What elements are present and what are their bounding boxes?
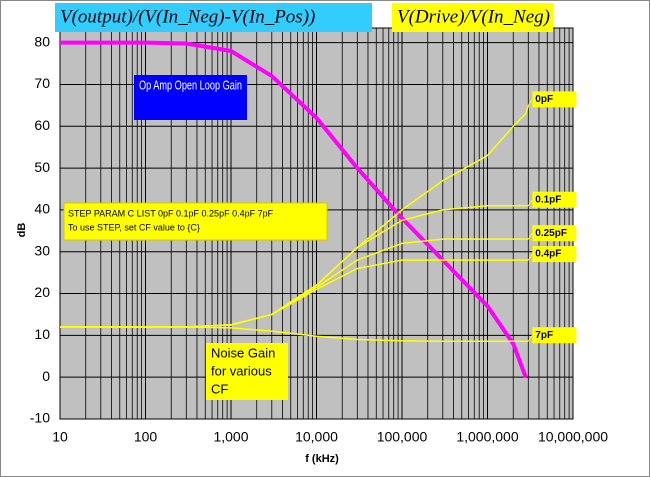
x-tick-label: 1,000 <box>213 429 248 445</box>
y-tick-label: 80 <box>34 33 50 49</box>
x-axis-label: f (kHz) <box>305 453 339 465</box>
x-tick-label: 100,000 <box>377 429 428 445</box>
series-line <box>60 326 529 342</box>
series-label-box <box>532 191 577 208</box>
y-tick-label: 70 <box>34 75 50 91</box>
x-tick-label: 1,000,000 <box>456 429 518 445</box>
y-axis-label: dB <box>16 223 28 238</box>
y-tick-label: 60 <box>34 117 50 133</box>
annotation: CF <box>211 381 228 396</box>
title-banner <box>392 3 553 32</box>
x-tick-label: 10,000 <box>295 429 338 445</box>
annotation: To use STEP, set CF value to {C} <box>68 222 200 232</box>
series-label-box <box>532 327 577 344</box>
annotation: for various <box>211 363 272 378</box>
y-tick-label: 40 <box>34 201 50 217</box>
series-label-box <box>532 246 577 263</box>
series-label: 0pF <box>535 94 553 105</box>
x-tick-label: 10,000,000 <box>538 429 608 445</box>
series-label-box <box>532 225 577 242</box>
leader-line <box>527 334 533 342</box>
title-banner <box>55 3 372 32</box>
y-tick-label: 20 <box>34 284 50 300</box>
annotation: STEP PARAM C LIST 0pF 0.1pF 0.25pF 0.4pF… <box>68 208 274 218</box>
annotation: Op Amp Open Loop Gain <box>139 77 242 92</box>
annotation: Noise Gain <box>211 345 275 360</box>
series-label: 0.1pF <box>535 194 561 205</box>
leader-line <box>527 253 533 261</box>
series-label: 7pF <box>535 330 553 341</box>
annotation-box <box>63 202 328 241</box>
series-label: 0.4pF <box>535 249 561 260</box>
leader-line <box>527 232 533 240</box>
y-tick-label: 10 <box>34 326 50 342</box>
y-tick-label: -10 <box>30 410 50 426</box>
x-tick-label: 100 <box>134 429 158 445</box>
leader-line <box>527 199 533 207</box>
y-tick-label: 0 <box>42 368 50 384</box>
annotation-box <box>206 343 288 400</box>
chart-title: V(output)/(V(In_Neg)-V(In_Pos)) <box>60 6 315 27</box>
chart-title: V(Drive)/V(In_Neg) <box>397 6 550 27</box>
series-line <box>60 40 528 378</box>
y-tick-label: 30 <box>34 242 50 258</box>
x-tick-label: 10 <box>52 429 68 445</box>
series-label: 0.25pF <box>535 228 567 239</box>
leader-line <box>527 99 533 106</box>
y-tick-label: 50 <box>34 159 50 175</box>
annotation-box <box>134 75 247 120</box>
series-label-box <box>532 91 577 108</box>
